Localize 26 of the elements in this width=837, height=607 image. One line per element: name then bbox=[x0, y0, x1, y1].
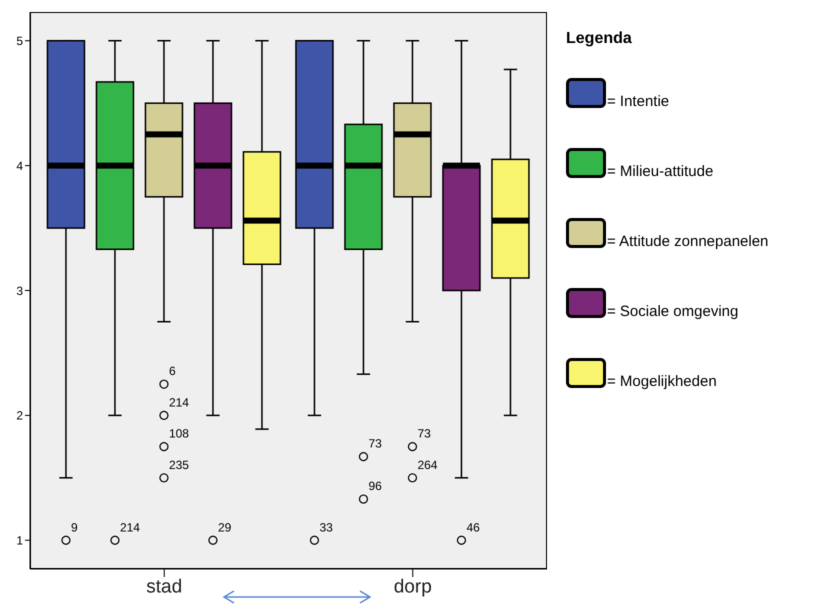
legend-label: = Intentie bbox=[607, 92, 670, 110]
x-tick-label: stad bbox=[146, 576, 182, 598]
legend-title: Legenda bbox=[566, 30, 633, 48]
y-tick-label: 3 bbox=[16, 284, 24, 298]
annotation: 33 bbox=[319, 520, 334, 534]
annotation: 9 bbox=[70, 520, 78, 534]
y-tick-label: 4 bbox=[16, 158, 24, 173]
annotation: 96 bbox=[368, 479, 382, 494]
y-tick-label: 5 bbox=[16, 34, 24, 48]
y-tick-label: 2 bbox=[16, 408, 24, 423]
annotation: 29 bbox=[218, 520, 232, 534]
x-tick-label: dorp bbox=[394, 576, 432, 598]
legend-label: = Mogelijkheden bbox=[607, 372, 717, 390]
y-tick-label: 1 bbox=[16, 534, 24, 548]
legend-label: = Milieu-attitude bbox=[607, 162, 714, 180]
annotation: 73 bbox=[417, 426, 432, 441]
annotation: 214 bbox=[120, 520, 140, 534]
annotation: 73 bbox=[368, 436, 382, 451]
annotation: 235 bbox=[168, 458, 190, 472]
annotation: 108 bbox=[168, 426, 190, 441]
annotation: 264 bbox=[417, 458, 438, 472]
legend-label: = Attitude zonnepanelen bbox=[607, 232, 768, 250]
annotation: 46 bbox=[466, 520, 480, 534]
annotation: 214 bbox=[168, 395, 190, 410]
legend-label: = Sociale omgeving bbox=[607, 302, 738, 320]
annotation: 6 bbox=[168, 364, 176, 378]
